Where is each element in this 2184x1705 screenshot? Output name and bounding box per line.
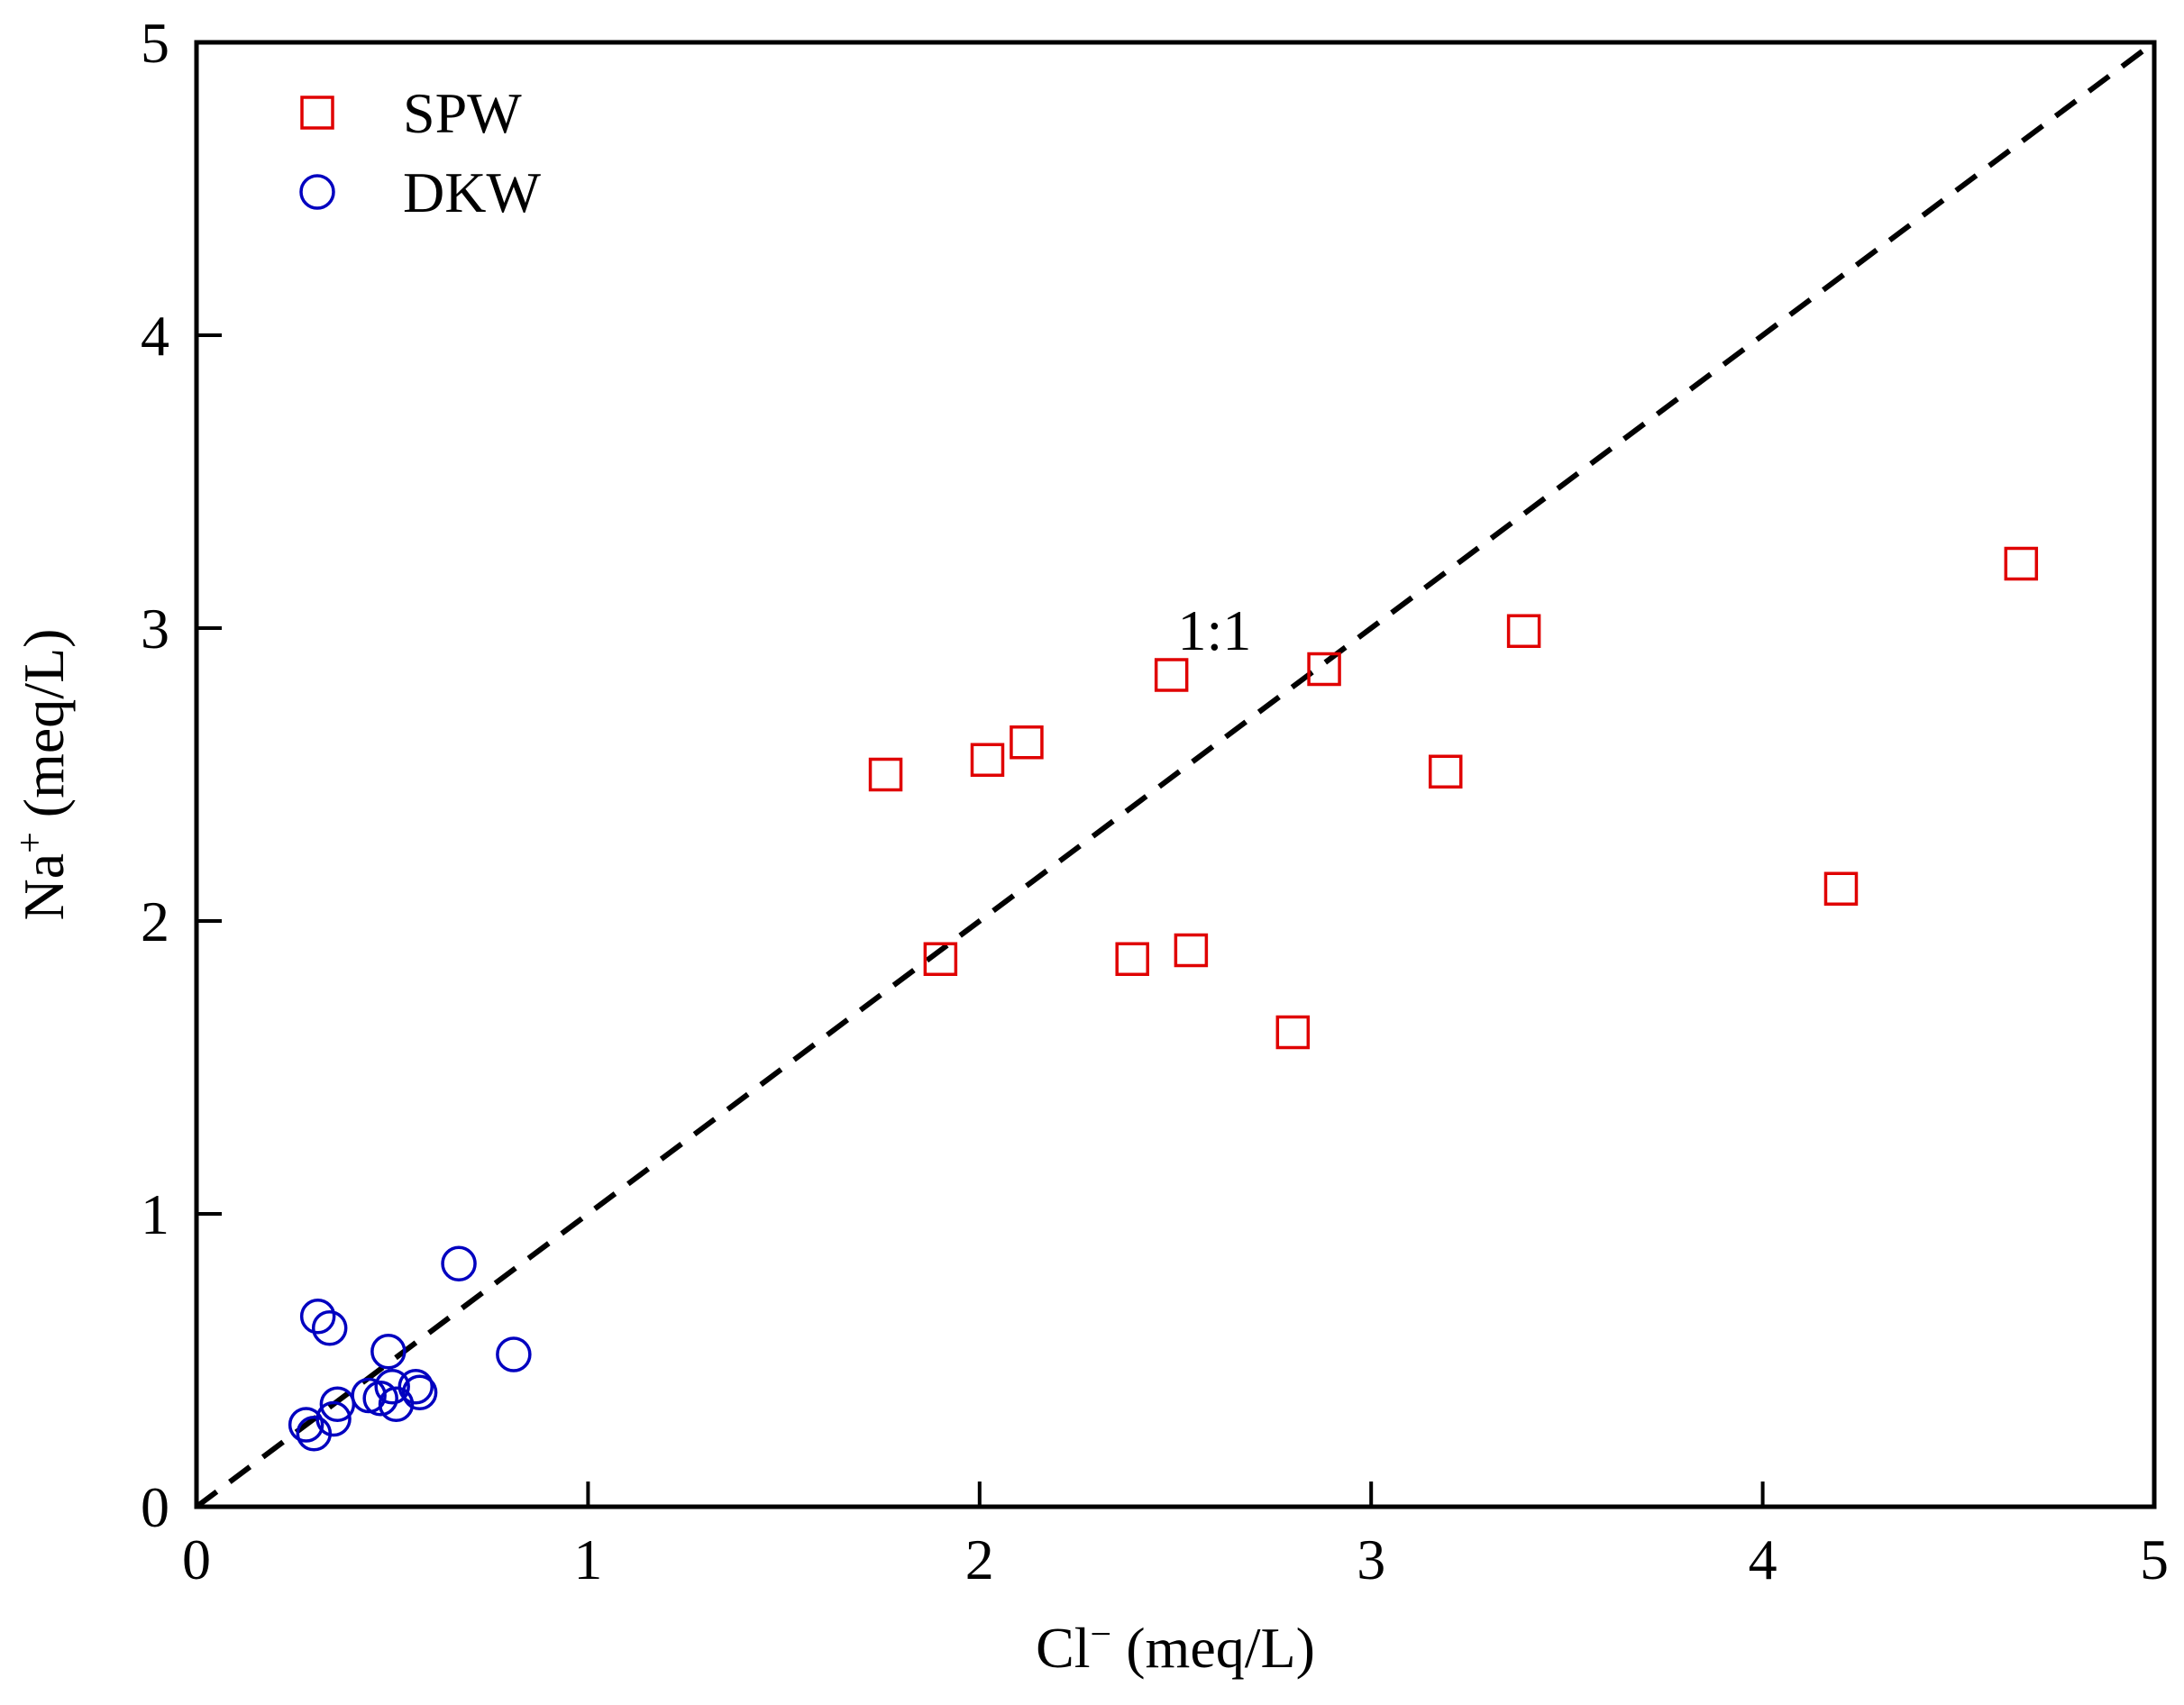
point-dkw-12	[401, 1374, 438, 1410]
point-dkw-9	[374, 1369, 410, 1405]
x-tick-label-3: 3	[1357, 1527, 1385, 1591]
point-spw-4	[1115, 942, 1149, 976]
point-spw-3	[1010, 725, 1044, 760]
y-tick-label-2: 2	[141, 889, 169, 953]
plot-frame	[194, 40, 2157, 1509]
point-spw-12	[2004, 546, 2039, 581]
legend-item-dkw: DKW	[299, 160, 541, 224]
x-tick-label-1: 1	[573, 1527, 602, 1591]
legend: SPW DKW	[299, 81, 541, 224]
point-spw-5	[1154, 658, 1189, 692]
series-dkw	[288, 1245, 532, 1452]
y-tick-label-0: 0	[141, 1475, 169, 1539]
x-axis-title: Cl− (meq/L)	[1036, 1614, 1315, 1680]
y-tick-label-5: 5	[141, 11, 169, 75]
point-dkw-7	[362, 1381, 398, 1417]
reference-line-1-1	[195, 40, 2156, 1509]
point-dkw-8	[370, 1334, 407, 1370]
y-tick-label-3: 3	[141, 597, 169, 661]
point-dkw-2	[299, 1299, 336, 1335]
legend-marker-dkw	[299, 174, 335, 210]
point-dkw-14	[496, 1336, 532, 1372]
point-spw-2	[970, 743, 1005, 777]
point-dkw-11	[398, 1369, 434, 1405]
reference-line-layer: 1:1	[195, 40, 2156, 1509]
point-spw-1	[923, 942, 958, 976]
y-tick-label-1: 1	[141, 1182, 169, 1246]
x-tick-label-5: 5	[2140, 1527, 2169, 1591]
point-dkw-3	[311, 1310, 348, 1346]
axes-layer: 0 1 2 3 4 5 0 1 2 3 4 5 Cl− (meq/L) Na+ (meq/L)	[10, 11, 2169, 1680]
point-spw-9	[1428, 754, 1463, 789]
point-spw-8	[1307, 652, 1341, 687]
y-tick-label-4: 4	[141, 304, 169, 368]
x-tick-label-2: 2	[965, 1527, 994, 1591]
x-tick-label-4: 4	[1749, 1527, 1777, 1591]
point-spw-10	[1506, 614, 1541, 648]
legend-item-spw: SPW	[300, 81, 522, 145]
x-tick-label-0: 0	[182, 1527, 211, 1591]
point-spw-0	[868, 757, 903, 792]
point-dkw-0	[288, 1407, 324, 1443]
legend-label-spw: SPW	[403, 81, 522, 145]
series-spw	[868, 546, 2039, 1050]
point-dkw-13	[441, 1245, 477, 1281]
y-axis-title: Na+ (meq/L)	[10, 629, 76, 921]
legend-label-dkw: DKW	[403, 160, 541, 224]
point-spw-7	[1275, 1015, 1311, 1050]
data-points-layer	[288, 546, 2039, 1452]
legend-marker-spw	[300, 96, 334, 130]
reference-line-label: 1:1	[1178, 598, 1252, 662]
point-spw-11	[1823, 871, 1859, 906]
point-dkw-10	[378, 1386, 415, 1422]
point-dkw-4	[315, 1400, 352, 1437]
point-spw-6	[1174, 933, 1209, 968]
